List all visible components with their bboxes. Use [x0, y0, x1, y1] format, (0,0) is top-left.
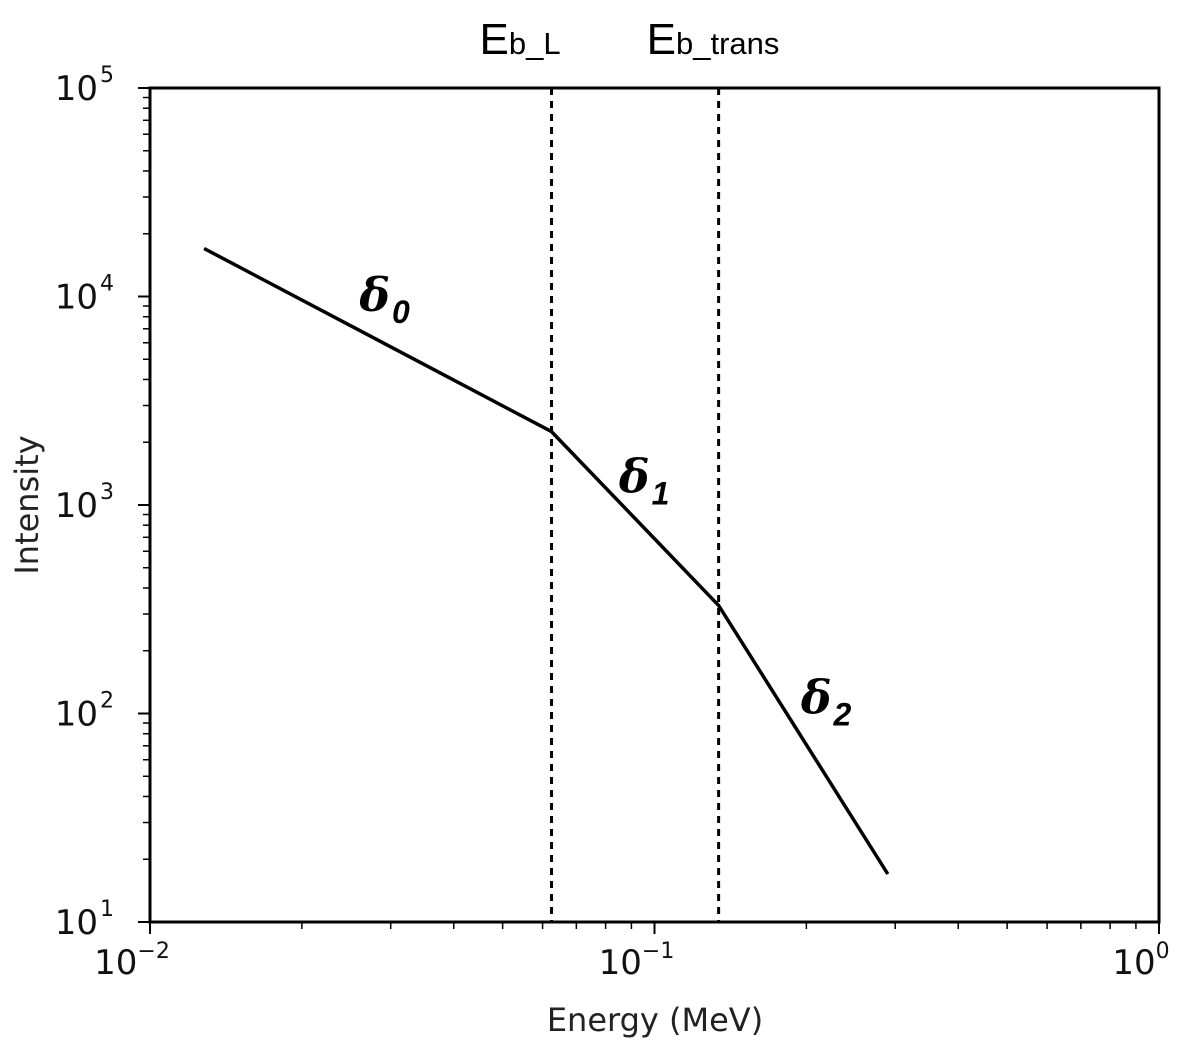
series-group	[203, 246, 890, 875]
x-tick-exponent: −2	[137, 939, 169, 964]
x-tick-base: 10	[94, 943, 137, 983]
y-tick-exponent: 5	[100, 63, 114, 88]
y-tick-exponent: 1	[100, 897, 114, 922]
y-tick-exponent: 2	[100, 689, 114, 714]
segment-label-symbol: δ	[618, 449, 650, 503]
segment-label-symbol: δ	[800, 671, 832, 725]
y-tick-exponent: 4	[100, 272, 114, 297]
segment-label-subscript: 0	[392, 294, 410, 330]
x-tick-label: 10−1	[599, 939, 675, 983]
breakpoint-label-main: E	[480, 15, 509, 64]
segment-label: δ2	[800, 671, 852, 733]
y-tick-label: 10	[55, 903, 98, 943]
breakpoint-label-sub: b_trans	[676, 26, 779, 61]
x-tick-label: 100	[1112, 939, 1169, 983]
breakpoint-label-sub: b_L	[509, 26, 561, 61]
x-tick-base: 10	[599, 943, 642, 983]
x-tick-label: 10−2	[94, 939, 170, 983]
breakpoint-lines	[550, 88, 721, 922]
y-tick-label: 10	[55, 695, 98, 735]
y-tick-label: 10	[55, 69, 98, 109]
segment-label-subscript: 2	[833, 697, 852, 733]
segment-label-symbol: δ	[358, 268, 390, 322]
breakpoint-label: Eb_L	[480, 15, 561, 64]
breakpoint-label-main: E	[647, 15, 676, 64]
y-tick-exponent: 3	[100, 480, 114, 505]
y-tick-label: 10	[55, 278, 98, 318]
x-tick-exponent: −1	[642, 939, 674, 964]
x-axis-label: Energy (MeV)	[547, 1001, 763, 1039]
breakpoint-label: Eb_trans	[647, 15, 780, 64]
x-tick-base: 10	[1112, 943, 1155, 983]
series-line	[203, 246, 890, 875]
x-tick-exponent: 0	[1156, 939, 1170, 964]
segment-label: δ0	[358, 268, 410, 330]
y-tick-label: 10	[55, 486, 98, 526]
segment-label: δ1	[618, 449, 669, 511]
y-axis-label: Intensity	[8, 435, 46, 574]
minor-ticks	[143, 96, 1137, 929]
segment-label-subscript: 1	[652, 475, 670, 511]
